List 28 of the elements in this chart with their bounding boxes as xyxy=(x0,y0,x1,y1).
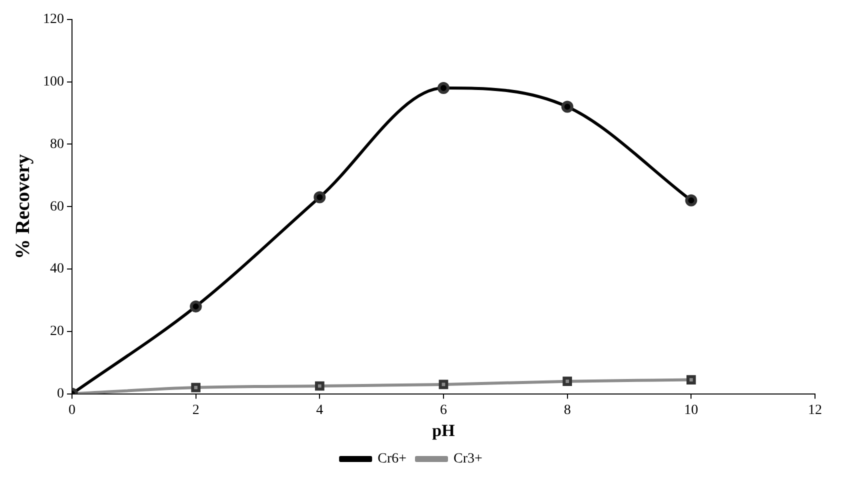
x-tick-label: 8 xyxy=(564,402,571,418)
point xyxy=(190,300,202,312)
y-tick-label: 100 xyxy=(43,74,64,90)
y-tick-label: 80 xyxy=(50,136,64,152)
y-axis-title: % Recovery xyxy=(12,154,34,260)
x-tick-label: 10 xyxy=(684,402,698,418)
y-tick-label: 0 xyxy=(57,386,64,402)
point xyxy=(561,100,574,113)
point xyxy=(686,375,696,384)
point xyxy=(438,380,448,390)
x-tick-label: 12 xyxy=(808,402,822,418)
x-tick-label: 2 xyxy=(192,402,200,418)
point xyxy=(685,194,698,206)
x-axis-title: pH xyxy=(432,421,455,440)
y-tick-label: 20 xyxy=(50,324,64,340)
point xyxy=(314,191,326,204)
point xyxy=(562,376,572,386)
point xyxy=(438,82,450,94)
y-tick-label: 120 xyxy=(43,12,64,28)
x-tick-label: 4 xyxy=(316,402,324,418)
x-tick-label: 6 xyxy=(440,402,447,418)
x-tick-label: 0 xyxy=(68,402,76,418)
y-tick-label: 40 xyxy=(50,262,64,277)
point xyxy=(314,381,324,391)
legend-label: Cr3+ xyxy=(454,452,482,467)
y-tick-label: 60 xyxy=(50,199,64,214)
legend-label: Cr6+ xyxy=(378,452,407,467)
point xyxy=(191,382,201,392)
